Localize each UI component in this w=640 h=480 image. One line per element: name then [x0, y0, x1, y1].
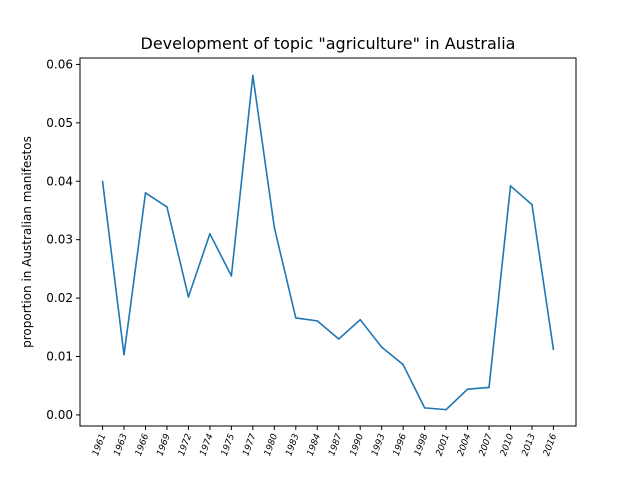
data-point [402, 363, 404, 366]
x-tick-label: 1972 [177, 432, 194, 457]
x-tick-label: 1980 [263, 432, 280, 457]
data-point [488, 386, 490, 389]
data-point [337, 338, 340, 340]
y-tick-label: 0.05 [46, 116, 73, 130]
chart-title: Development of topic "agriculture" in Au… [141, 34, 516, 53]
y-tick-label: 0.03 [46, 233, 73, 247]
x-tick-label: 1987 [327, 432, 344, 457]
x-tick-label: 1975 [220, 432, 237, 457]
y-axis-label: proportion in Australian manifestos [20, 136, 34, 348]
series-line [101, 74, 555, 411]
data-point [466, 388, 469, 391]
y-tick-label: 0.02 [46, 291, 73, 305]
data-point [445, 408, 447, 411]
data-point [252, 74, 254, 77]
plot-area-frame [79, 57, 577, 427]
y-tick-label: 0.04 [46, 174, 73, 188]
x-tick-label: 2013 [521, 432, 538, 457]
x-tick-label: 2010 [499, 432, 516, 457]
data-point [552, 348, 555, 351]
x-tick-label: 1974 [198, 432, 215, 457]
data-point [294, 317, 297, 319]
y-tick-label: 0.01 [46, 349, 73, 363]
data-point [123, 353, 125, 356]
x-tick-label: 1983 [284, 432, 301, 457]
x-tick-label: 1984 [306, 432, 323, 457]
x-tick-label: 2001 [435, 433, 452, 458]
x-tick-label: 1996 [392, 432, 409, 457]
data-point [144, 192, 147, 194]
data-point [380, 346, 383, 348]
x-tick-label: 1963 [113, 432, 130, 457]
y-tick-label: 0.00 [46, 408, 73, 422]
x-tick-label: 2004 [456, 432, 473, 457]
data-point [166, 206, 168, 208]
x-tick-label: 1961 [91, 433, 108, 458]
x-tick-label: 2016 [542, 432, 559, 457]
data-point [316, 320, 319, 322]
x-tick-label: 1993 [370, 432, 387, 457]
data-point [209, 233, 211, 235]
x-tick-label: 2007 [478, 432, 495, 457]
x-tick-label: 1990 [349, 432, 366, 457]
data-point [230, 275, 233, 277]
data-point [531, 203, 533, 206]
y-tick-label: 0.06 [46, 57, 73, 71]
x-tick-label: 1966 [134, 432, 151, 457]
data-point [101, 180, 104, 183]
data-point [509, 185, 512, 187]
x-tick-label: 1969 [156, 432, 173, 457]
data-point [273, 226, 276, 229]
x-tick-label: 1977 [241, 432, 258, 457]
x-tick-label: 1998 [413, 432, 430, 457]
data-point [423, 407, 426, 409]
data-point [359, 318, 362, 321]
data-point [187, 296, 190, 298]
